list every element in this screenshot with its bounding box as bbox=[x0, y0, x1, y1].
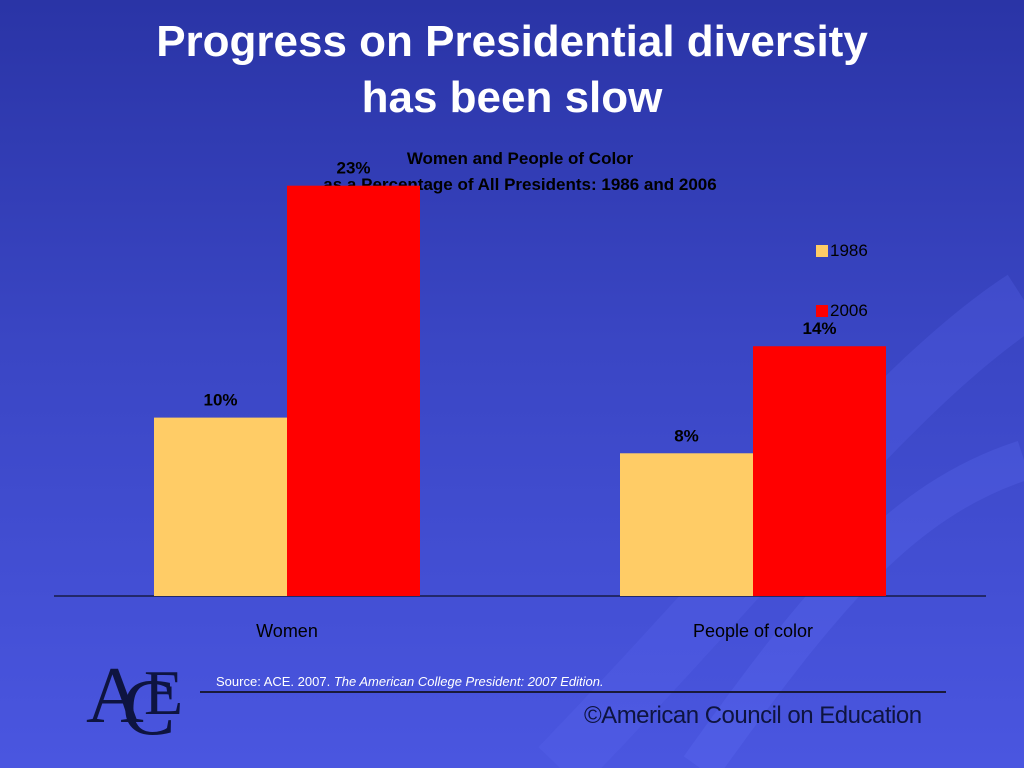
bar-2006-women bbox=[287, 185, 420, 596]
slide-title: Progress on Presidential diversity has b… bbox=[0, 14, 1024, 126]
data-label-1986-people-of-color: 8% bbox=[674, 426, 699, 445]
bar-1986-women bbox=[154, 417, 287, 596]
source-citation: Source: ACE. 2007. The American College … bbox=[216, 674, 604, 689]
legend-item-2006: 2006 bbox=[816, 300, 868, 322]
slide-title-line-1: Progress on Presidential diversity bbox=[156, 17, 868, 66]
svg-text:A: A bbox=[86, 652, 144, 740]
source-book-title: The American College President: 2007 Edi… bbox=[333, 674, 604, 689]
legend-label-1986: 1986 bbox=[830, 241, 868, 260]
legend-item-1986: 1986 bbox=[816, 240, 868, 262]
source-prefix: Source: ACE. 2007. bbox=[216, 674, 331, 689]
chart-title-line-1: Women and People of Color bbox=[406, 149, 634, 168]
source-divider bbox=[200, 691, 946, 693]
data-label-2006-women: 23% bbox=[336, 159, 370, 178]
chart-subtitle: as a Percentage of All Presidents: 1986 … bbox=[323, 175, 717, 194]
chart-legend: 1986 2006 bbox=[816, 240, 868, 360]
category-label-people-of-color: People of color bbox=[693, 621, 813, 641]
legend-swatch-1986 bbox=[816, 245, 828, 257]
legend-label-2006: 2006 bbox=[830, 301, 868, 320]
svg-text:E: E bbox=[144, 657, 183, 728]
data-label-1986-women: 10% bbox=[203, 391, 237, 410]
slide-title-line-2: has been slow bbox=[361, 73, 663, 122]
data-label-2006-people-of-color: 14% bbox=[802, 319, 836, 338]
copyright-text: ©American Council on Education bbox=[584, 702, 922, 729]
bar-1986-people-of-color bbox=[620, 453, 753, 596]
category-label-women: Women bbox=[256, 621, 318, 641]
ace-logo: A C E bbox=[86, 652, 183, 748]
chart-title: Women and People of Color as a Percentag… bbox=[0, 146, 1024, 198]
svg-text:C: C bbox=[122, 664, 175, 748]
bar-2006-people-of-color bbox=[753, 346, 886, 596]
legend-swatch-2006 bbox=[816, 305, 828, 317]
